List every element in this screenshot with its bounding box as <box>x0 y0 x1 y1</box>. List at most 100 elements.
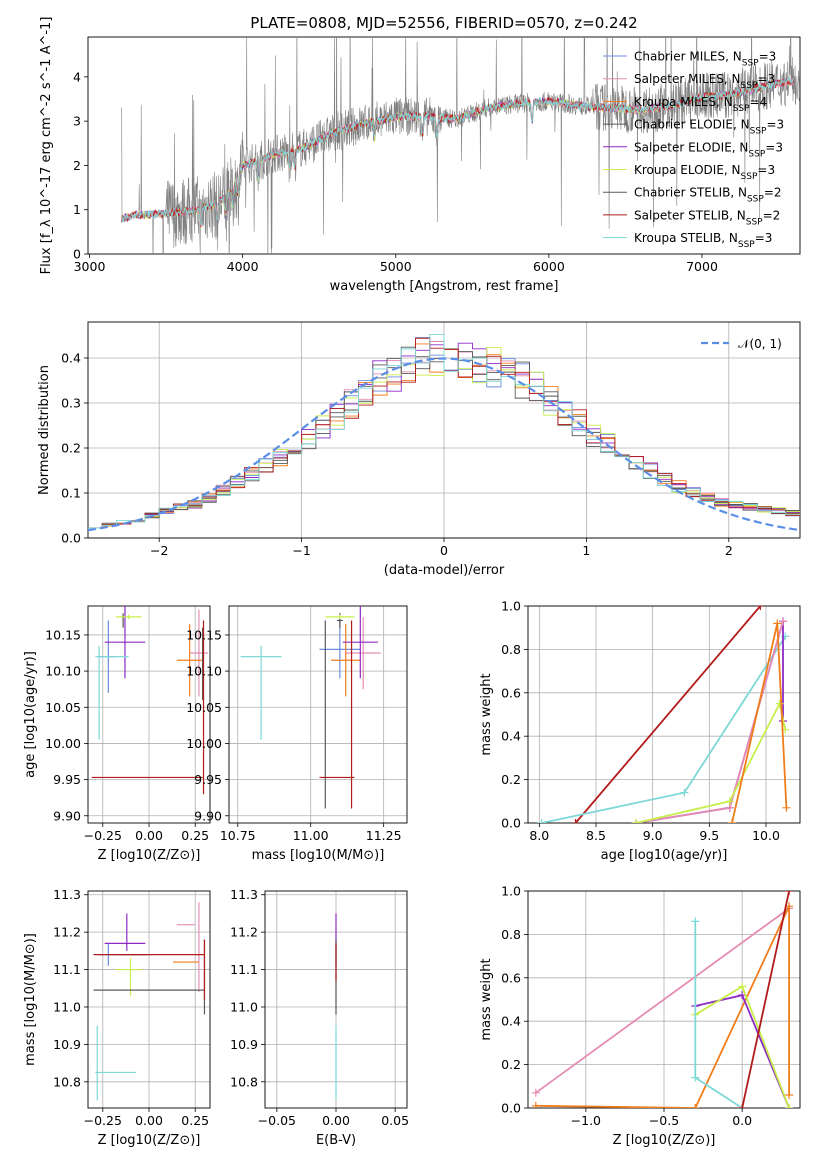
y-tick-label: 10.00 <box>45 736 81 751</box>
age-vs-Z-axes: −0.25 0.00 0.25 9.90 9.95 10.00 10.05 10.10 10.1… <box>23 605 211 863</box>
x-tick-label: −0.25 <box>84 828 122 843</box>
legend-entry: Salpeter ELODIE, NSSP=3 <box>634 140 783 159</box>
y-axis-label: mass [log10(M/M⊙)] <box>23 933 38 1066</box>
x-tick-label: 11.25 <box>366 828 402 843</box>
y-tick-label: 10.8 <box>53 1074 81 1089</box>
x-tick-label: 0.25 <box>181 828 209 843</box>
y-tick-label: 10.8 <box>230 1074 258 1089</box>
y-tick-label: 0.0 <box>61 531 81 546</box>
x-axis-label: wavelength [Angstrom, rest frame] <box>330 279 559 294</box>
y-tick-label: 11.1 <box>230 962 258 977</box>
x-tick-label: 10.0 <box>752 828 780 843</box>
weight-line <box>574 606 761 823</box>
figure-title: PLATE=0808, MJD=52556, FIBERID=0570, z=0… <box>250 14 637 32</box>
x-tick-label: 3000 <box>74 259 106 274</box>
weight-vs-Z-axes: −1.0 −0.5 0.0 0.0 0.2 0.4 0.6 0.8 1.0 Z [log10(Z/… <box>479 884 801 1148</box>
x-tick-label: −1.0 <box>571 1113 601 1128</box>
x-tick-label: 4000 <box>227 259 259 274</box>
y-tick-label: 10.00 <box>186 736 222 751</box>
spectrum-axes: 3000 4000 5000 6000 7000 0 1 2 3 4 wavelength [Ang… <box>39 17 801 294</box>
age-vs-mass-errorbars <box>240 606 381 809</box>
x-axis-label: mass [log10(M/M⊙)] <box>252 848 385 863</box>
x-tick-label: −0.05 <box>258 1113 296 1128</box>
y-tick-label: 10.9 <box>53 1037 81 1052</box>
y-tick-label: 11.3 <box>230 887 258 902</box>
weight-marker <box>738 1104 747 1108</box>
x-axis-label: age [log10(age/yr)] <box>601 848 728 863</box>
weight-marker <box>773 619 782 628</box>
weight-marker <box>571 819 580 823</box>
y-tick-label: 3 <box>73 114 81 129</box>
y-tick-label: 0.4 <box>61 351 81 366</box>
spectrum-frame <box>87 36 801 255</box>
y-tick-label: 10.05 <box>45 700 81 715</box>
weight-marker <box>728 819 736 823</box>
y-tick-label: 0.0 <box>501 816 521 831</box>
x-tick-label: 9.5 <box>699 828 719 843</box>
y-tick-label: 9.90 <box>53 808 81 823</box>
residuals-frame <box>87 321 801 539</box>
weight-marker <box>691 1073 700 1082</box>
weight-marker <box>785 891 794 895</box>
y-tick-label: 0.8 <box>501 642 521 657</box>
y-tick-label: 0.4 <box>501 1014 521 1029</box>
x-axis-label: Z [log10(Z/Z⊙)] <box>613 1133 716 1148</box>
x-axis-label: Z [log10(Z/Z⊙)] <box>98 848 201 863</box>
x-tick-label: 0.00 <box>322 1113 350 1128</box>
y-tick-label: 0.2 <box>61 441 81 456</box>
residual-legend: 𝒩(0, 1) <box>701 337 782 351</box>
legend-entry: Kroupa ELODIE, NSSP=3 <box>634 163 775 182</box>
y-tick-label: 0.3 <box>61 396 81 411</box>
x-tick-label: 10.75 <box>220 828 256 843</box>
weight-line <box>535 905 790 1108</box>
x-tick-label: 6000 <box>533 259 565 274</box>
y-tick-label: 0.1 <box>61 486 81 501</box>
weight-marker <box>631 819 640 823</box>
y-tick-label: 0.4 <box>501 729 521 744</box>
weight-line <box>535 907 790 1094</box>
x-axis-label: E(B-V) <box>316 1133 356 1148</box>
y-tick-label: 11.2 <box>53 925 81 940</box>
y-axis-label: age [log10(age/yr)] <box>23 651 38 778</box>
x-tick-label: −0.25 <box>84 1113 122 1128</box>
weight-line <box>694 921 743 1108</box>
x-tick-label: 7000 <box>686 259 718 274</box>
legend-entry: Chabrier MILES, NSSP=3 <box>634 50 776 69</box>
weight-marker <box>785 1104 794 1108</box>
residuals-axes: −2 −1 0 1 2 0.0 0.1 0.2 0.3 0.4 (data-model)/error… <box>37 321 801 578</box>
weight-marker <box>775 699 784 708</box>
x-tick-label: 9.0 <box>643 828 663 843</box>
mass-vs-Z-errorbars <box>93 902 206 1101</box>
legend-entry: Kroupa STELIB, NSSP=3 <box>634 231 772 250</box>
x-tick-label: 1 <box>582 543 590 558</box>
weight-line <box>541 635 787 823</box>
x-tick-label: 8.0 <box>529 828 549 843</box>
y-axis-label: Flux [f_λ 10^-17 erg cm^-2 s^-1 A^-1] <box>39 17 54 275</box>
y-tick-label: 10.10 <box>45 664 81 679</box>
y-tick-label: 9.90 <box>194 808 222 823</box>
histograms <box>88 334 800 532</box>
normal-distribution-curve <box>88 357 800 532</box>
x-axis-label: (data-model)/error <box>384 563 505 578</box>
mass-vs-Z-axes: −0.25 0.00 0.25 10.8 10.9 11.0 11.1 11.2 11.3 Z [… <box>23 887 211 1148</box>
x-tick-label: 0.0 <box>732 1113 752 1128</box>
y-tick-label: 10.05 <box>186 700 222 715</box>
weight-marker <box>756 606 765 610</box>
y-tick-label: 4 <box>73 69 81 84</box>
weight-marker <box>779 617 787 626</box>
x-tick-label: 0.00 <box>135 1113 163 1128</box>
weight-marker <box>537 819 546 823</box>
legend-entry: Chabrier ELODIE, NSSP=3 <box>634 118 784 137</box>
age-vs-mass-frame <box>228 605 408 824</box>
y-tick-label: 0 <box>73 247 81 262</box>
weight-marker <box>531 1088 540 1097</box>
weight-marker <box>725 797 734 806</box>
y-tick-label: 1.0 <box>501 599 521 614</box>
y-tick-label: 10.9 <box>230 1037 258 1052</box>
x-tick-label: 0.05 <box>381 1113 409 1128</box>
y-tick-label: 10.10 <box>186 664 222 679</box>
y-tick-label: 11.2 <box>230 925 258 940</box>
age-vs-Z-frame <box>87 605 211 824</box>
y-tick-label: 11.0 <box>230 999 258 1014</box>
